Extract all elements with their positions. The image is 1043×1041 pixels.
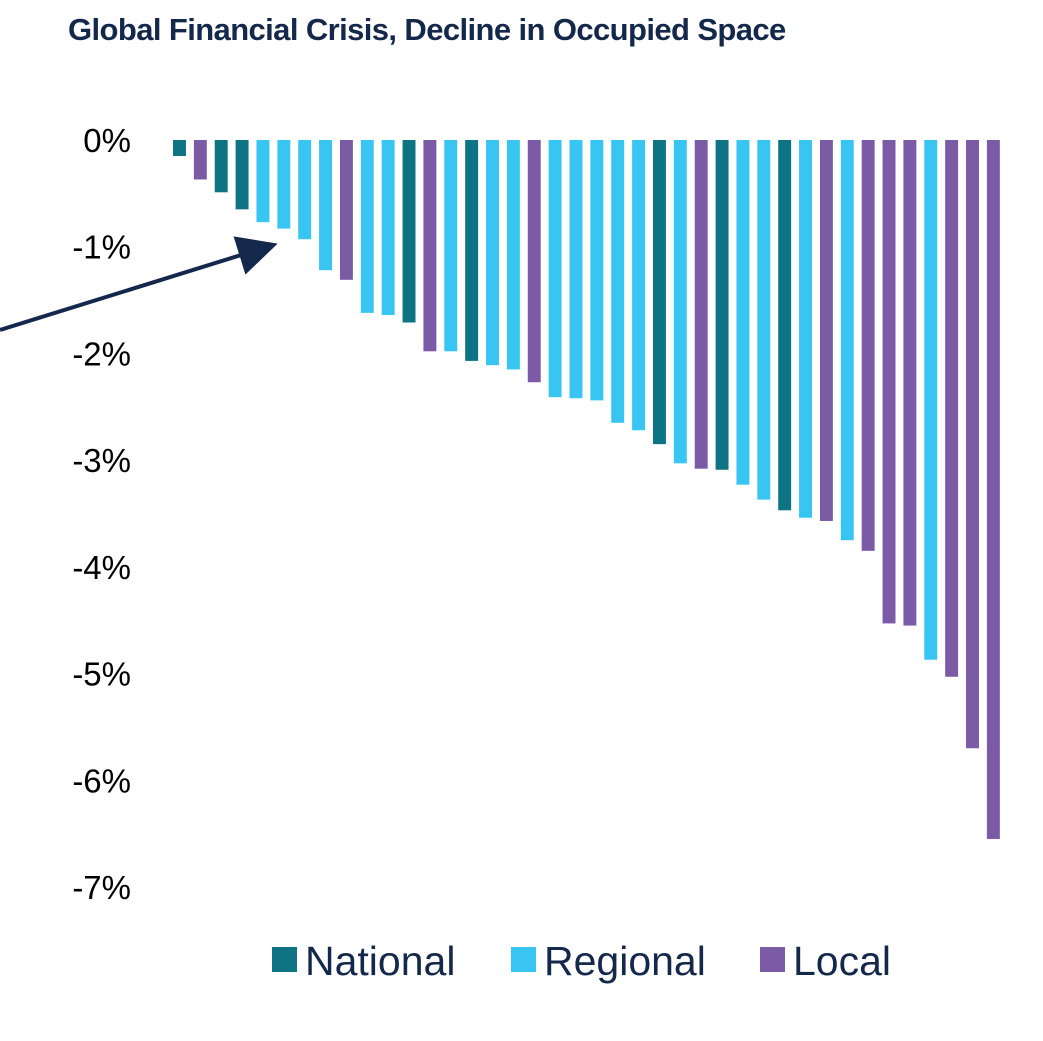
bar-national — [235, 140, 249, 210]
bar-regional — [277, 140, 291, 229]
y-tick-label: 0% — [83, 122, 131, 159]
bar-regional — [569, 140, 583, 399]
bar-local — [966, 140, 979, 749]
bar-regional — [632, 140, 646, 431]
y-tick-label: -5% — [72, 656, 131, 693]
y-tick-label: -7% — [72, 869, 131, 906]
y-tick-label: -1% — [72, 229, 131, 266]
y-tick-label: -3% — [72, 442, 131, 479]
bar-regional — [757, 140, 771, 500]
legend: National Regional Local — [272, 938, 891, 984]
bar-regional — [673, 140, 687, 464]
bar-regional — [319, 140, 333, 271]
bar-regional — [444, 140, 458, 352]
bar-local — [945, 140, 959, 677]
bar-local — [423, 140, 437, 352]
bar-national — [402, 140, 416, 323]
legend-label: National — [305, 938, 455, 984]
legend-swatch — [272, 947, 297, 972]
bar-regional — [360, 140, 374, 313]
bar-regional — [548, 140, 562, 398]
bar-local — [819, 140, 833, 521]
bar-local — [694, 140, 708, 469]
bar-local — [882, 140, 896, 624]
bar-regional — [506, 140, 520, 370]
bar-regional — [840, 140, 854, 541]
bar-regional — [799, 140, 813, 518]
bar-regional — [736, 140, 750, 485]
bar-regional — [486, 140, 499, 366]
y-tick-label: -4% — [72, 549, 131, 586]
bar-national — [778, 140, 792, 511]
y-tick-label: -6% — [72, 762, 131, 799]
bar-local — [861, 140, 875, 551]
bar-series — [173, 140, 1000, 839]
y-tick-label: -2% — [72, 335, 131, 372]
bar-national — [214, 140, 228, 193]
bar-local — [903, 140, 917, 626]
bar-national — [465, 140, 479, 361]
bar-national — [715, 140, 729, 470]
legend-swatch — [511, 947, 536, 972]
legend-label: Local — [793, 938, 891, 984]
bar-regional — [298, 140, 312, 240]
bar-local — [193, 140, 207, 180]
bar-regional — [590, 140, 604, 401]
bar-local — [986, 140, 1000, 839]
bar-regional — [611, 140, 625, 423]
bar-national — [652, 140, 666, 445]
legend-item-national: National — [272, 938, 455, 984]
bar-regional — [381, 140, 395, 316]
bar-national — [173, 140, 186, 157]
chart-title: Global Financial Crisis, Decline in Occu… — [68, 12, 786, 47]
annotation-arrow — [0, 236, 278, 332]
bar-regional — [924, 140, 938, 660]
legend-item-regional: Regional — [511, 938, 706, 984]
legend-label: Regional — [544, 938, 706, 984]
bar-local — [339, 140, 353, 280]
bar-regional — [256, 140, 270, 223]
legend-item-local: Local — [760, 938, 891, 984]
legend-swatch — [760, 947, 785, 972]
bar-local — [527, 140, 541, 383]
y-axis: 0% -1% -2% -3% -4% -5% -6% -7% — [72, 122, 131, 906]
